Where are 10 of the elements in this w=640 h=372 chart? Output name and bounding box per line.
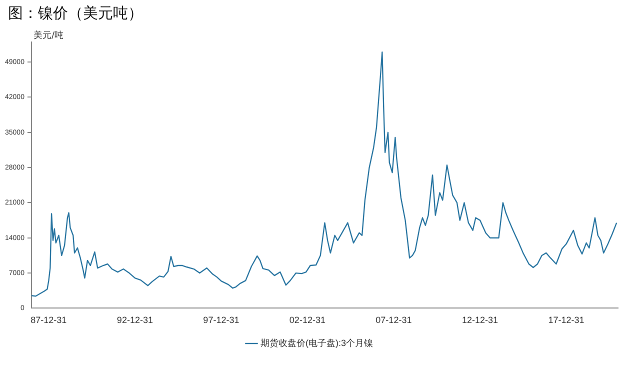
x-tick-label: 87-12-31 — [30, 315, 67, 326]
x-tick-label: 97-12-31 — [203, 315, 240, 326]
y-axis-title: 美元/吨 — [33, 30, 64, 41]
chart-title: 图：镍价（美元吨） — [8, 4, 143, 23]
x-tick-label: 02-12-31 — [289, 315, 326, 326]
x-tick-label: 12-12-31 — [462, 315, 498, 326]
x-tick-label: 17-12-31 — [548, 315, 584, 326]
x-tick-label: 92-12-31 — [116, 315, 153, 326]
legend-label: 期货收盘价(电子盘):3个月镍 — [260, 338, 373, 348]
x-tick-label: 07-12-31 — [376, 315, 412, 326]
